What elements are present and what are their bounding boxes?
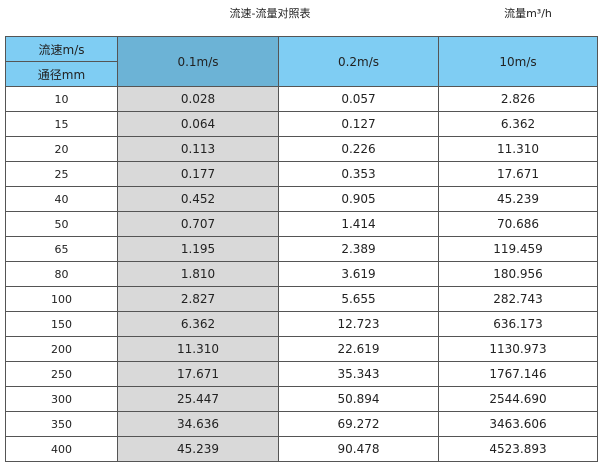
diameter-cell: 15: [5, 111, 118, 137]
flow-cell: 17.671: [438, 161, 598, 187]
flow-cell: 90.478: [278, 436, 439, 462]
flow-cell: 11.310: [117, 336, 279, 362]
flow-cell: 0.452: [117, 186, 279, 212]
flow-cell: 17.671: [117, 361, 279, 387]
column-header-10: 10m/s: [438, 36, 598, 87]
flow-cell: 0.113: [117, 136, 279, 162]
flow-cell: 180.956: [438, 261, 598, 287]
flow-cell: 3.619: [278, 261, 439, 287]
flow-cell: 0.028: [117, 86, 279, 112]
diameter-cell: 50: [5, 211, 118, 237]
flow-cell: 22.619: [278, 336, 439, 362]
flow-cell: 282.743: [438, 286, 598, 312]
flow-cell: 1767.146: [438, 361, 598, 387]
diameter-cell: 400: [5, 436, 118, 462]
table-row: 50 0.707 1.414 70.686: [5, 211, 598, 237]
diameter-cell: 350: [5, 411, 118, 437]
table-row: 80 1.810 3.619 180.956: [5, 261, 598, 287]
flow-cell: 11.310: [438, 136, 598, 162]
diameter-cell: 20: [5, 136, 118, 162]
flow-cell: 50.894: [278, 386, 439, 412]
column-header-0.2: 0.2m/s: [278, 36, 439, 87]
table-row: 25 0.177 0.353 17.671: [5, 161, 598, 187]
flow-cell: 35.343: [278, 361, 439, 387]
flow-cell: 4523.893: [438, 436, 598, 462]
flow-cell: 0.707: [117, 211, 279, 237]
flow-cell: 5.655: [278, 286, 439, 312]
table-row: 65 1.195 2.389 119.459: [5, 236, 598, 262]
flow-cell: 70.686: [438, 211, 598, 237]
diameter-header: 通径mm: [5, 61, 118, 87]
diameter-cell: 80: [5, 261, 118, 287]
table-row: 100 2.827 5.655 282.743: [5, 286, 598, 312]
flow-cell: 1.414: [278, 211, 439, 237]
flow-cell: 0.064: [117, 111, 279, 137]
flow-cell: 2544.690: [438, 386, 598, 412]
diameter-cell: 25: [5, 161, 118, 187]
flow-cell: 69.272: [278, 411, 439, 437]
flow-cell: 0.905: [278, 186, 439, 212]
flow-cell: 45.239: [438, 186, 598, 212]
flow-cell: 0.127: [278, 111, 439, 137]
diameter-cell: 65: [5, 236, 118, 262]
table-row: 400 45.239 90.478 4523.893: [5, 436, 598, 462]
flow-cell: 0.177: [117, 161, 279, 187]
diameter-cell: 200: [5, 336, 118, 362]
flow-cell: 1.810: [117, 261, 279, 287]
flow-cell: 0.226: [278, 136, 439, 162]
unit-label: 流量m³/h: [504, 7, 552, 20]
flow-cell: 1130.973: [438, 336, 598, 362]
table-row: 15 0.064 0.127 6.362: [5, 111, 598, 137]
column-header-0.1: 0.1m/s: [117, 36, 279, 87]
flow-cell: 6.362: [438, 111, 598, 137]
flow-cell: 25.447: [117, 386, 279, 412]
flow-cell: 3463.606: [438, 411, 598, 437]
diameter-cell: 150: [5, 311, 118, 337]
flow-cell: 2.389: [278, 236, 439, 262]
velocity-header: 流速m/s: [5, 36, 118, 62]
diameter-cell: 300: [5, 386, 118, 412]
velocity-flow-table: 流速m/s 0.1m/s 0.2m/s 10m/s 通径mm 10 0.028 0.…: [5, 36, 598, 462]
header-row: 流速m/s 0.1m/s 0.2m/s 10m/s: [5, 36, 598, 87]
table-row: 10 0.028 0.057 2.826: [5, 86, 598, 112]
table-row: 40 0.452 0.905 45.239: [5, 186, 598, 212]
table-title: 流速-流量对照表: [229, 7, 311, 20]
flow-cell: 119.459: [438, 236, 598, 262]
header-row-2: 通径mm: [5, 61, 598, 87]
flow-cell: 0.353: [278, 161, 439, 187]
diameter-cell: 100: [5, 286, 118, 312]
table-row: 350 34.636 69.272 3463.606: [5, 411, 598, 437]
table-row: 300 25.447 50.894 2544.690: [5, 386, 598, 412]
table-row: 250 17.671 35.343 1767.146: [5, 361, 598, 387]
flow-cell: 2.826: [438, 86, 598, 112]
flow-cell: 12.723: [278, 311, 439, 337]
flow-cell: 45.239: [117, 436, 279, 462]
diameter-cell: 10: [5, 86, 118, 112]
table-row: 200 11.310 22.619 1130.973: [5, 336, 598, 362]
table-row: 150 6.362 12.723 636.173: [5, 311, 598, 337]
flow-cell: 636.173: [438, 311, 598, 337]
flow-cell: 2.827: [117, 286, 279, 312]
diameter-cell: 250: [5, 361, 118, 387]
flow-cell: 1.195: [117, 236, 279, 262]
flow-cell: 34.636: [117, 411, 279, 437]
flow-cell: 6.362: [117, 311, 279, 337]
table-row: 20 0.113 0.226 11.310: [5, 136, 598, 162]
diameter-cell: 40: [5, 186, 118, 212]
flow-cell: 0.057: [278, 86, 439, 112]
